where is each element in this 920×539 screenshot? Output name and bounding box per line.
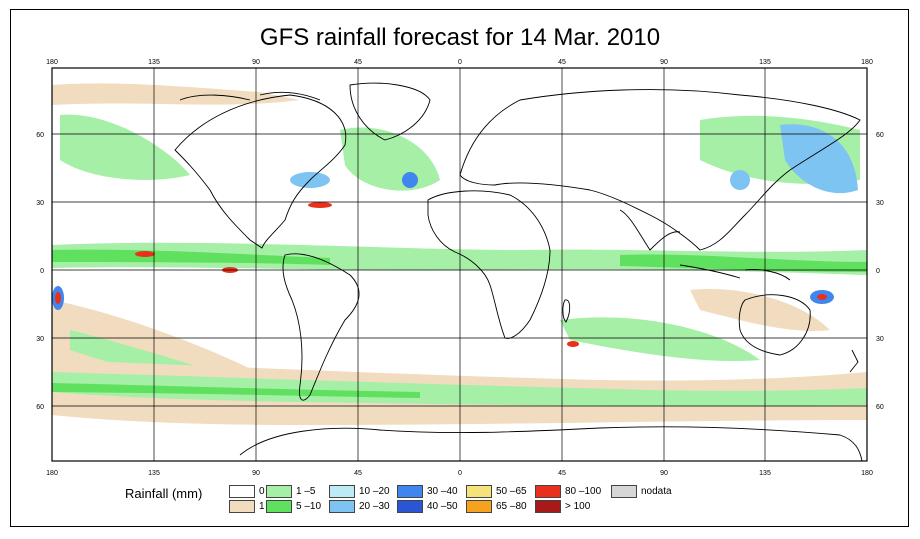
map-border (51, 67, 868, 462)
legend-title: Rainfall (mm) (125, 486, 203, 501)
legend-label: 50 –65 (496, 486, 527, 497)
lon-tick-bottom: 180 (46, 470, 58, 477)
lat-tick-left: 60 (36, 132, 44, 139)
lon-tick-bottom: 90 (252, 470, 260, 477)
legend-label: 65 –80 (496, 501, 527, 512)
legend-label: 0 (259, 486, 265, 497)
lat-tick-left: 30 (36, 336, 44, 343)
coastlines (174, 82, 863, 462)
lon-tick-top: 45 (558, 59, 566, 66)
lat-tick-right: 60 (876, 132, 884, 139)
legend-label: 80 –100 (565, 486, 602, 497)
legend-label: 30 –40 (427, 486, 458, 497)
lon-tick-top: 90 (252, 59, 260, 66)
legend-swatch (266, 500, 292, 513)
legend-swatch (466, 500, 492, 513)
map-title: GFS rainfall forecast for 14 Mar. 2010 (259, 24, 661, 51)
graticule (52, 68, 867, 461)
legend-swatch (266, 485, 292, 498)
legend-swatch (329, 500, 355, 513)
legend-swatch (397, 500, 423, 513)
lat-tick-right: 30 (876, 336, 884, 343)
lon-tick-top: 45 (354, 59, 362, 66)
legend-label: nodata (641, 486, 672, 497)
lat-tick-left: 0 (40, 268, 44, 275)
rainfall-field (52, 68, 867, 461)
figure-frame (10, 9, 909, 527)
legend-label: 40 –50 (427, 501, 458, 512)
legend-swatch (611, 485, 637, 498)
lon-tick-bottom: 180 (861, 470, 873, 477)
legend-label: 1 –5 (296, 486, 316, 497)
legend-swatch (466, 485, 492, 498)
legend-label: 1 (259, 501, 265, 512)
lat-tick-right: 0 (876, 268, 880, 275)
legend-swatch (329, 485, 355, 498)
lon-tick-bottom: 0 (458, 470, 462, 477)
lon-tick-top: 180 (861, 59, 873, 66)
legend-swatch (535, 500, 561, 513)
legend-swatch (229, 500, 255, 513)
legend-label: 10 –20 (359, 486, 390, 497)
lon-tick-bottom: 90 (660, 470, 668, 477)
lat-tick-left: 30 (36, 200, 44, 207)
lat-tick-left: 60 (36, 404, 44, 411)
legend-label: 20 –30 (359, 501, 390, 512)
lon-tick-top: 180 (46, 59, 58, 66)
legend-label: 5 –10 (296, 501, 322, 512)
lon-tick-bottom: 45 (558, 470, 566, 477)
legend-swatch (535, 485, 561, 498)
legend-label: > 100 (565, 501, 591, 512)
lon-tick-bottom: 135 (759, 470, 771, 477)
lon-tick-top: 135 (148, 59, 160, 66)
lon-tick-bottom: 135 (148, 470, 160, 477)
lon-tick-bottom: 45 (354, 470, 362, 477)
lat-tick-right: 30 (876, 200, 884, 207)
lat-tick-right: 60 (876, 404, 884, 411)
legend-swatch (229, 485, 255, 498)
legend-swatch (397, 485, 423, 498)
lon-tick-top: 135 (759, 59, 771, 66)
lon-tick-top: 90 (660, 59, 668, 66)
lon-tick-top: 0 (458, 59, 462, 66)
